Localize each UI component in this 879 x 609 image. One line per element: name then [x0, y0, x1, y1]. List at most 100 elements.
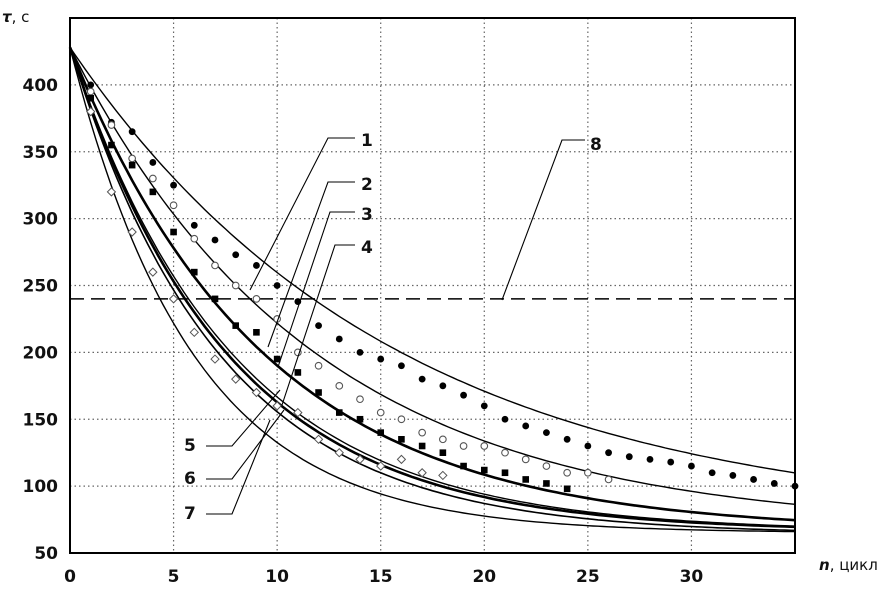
point-series-2: [190, 234, 199, 243]
point-series-6: [438, 470, 448, 481]
point-series-6: [231, 374, 241, 384]
curve-1: [69, 47, 796, 474]
point-series-2: [314, 361, 323, 370]
point-series-6: [127, 227, 137, 237]
point-series-1: [750, 476, 757, 483]
curve-label-5: 5: [184, 436, 196, 456]
point-series-1: [190, 221, 198, 229]
point-series-3: [398, 436, 405, 443]
curve-5: [68, 46, 796, 529]
point-series-3: [480, 466, 488, 474]
y-tick-label: 150: [23, 410, 59, 430]
point-series-1: [377, 355, 385, 363]
point-series-2: [397, 415, 406, 424]
y-tick-label: 200: [23, 343, 59, 363]
point-series-2: [542, 462, 551, 470]
point-series-3: [190, 268, 198, 276]
point-series-1: [253, 262, 260, 269]
point-series-6: [293, 407, 303, 418]
x-tick-label: 25: [576, 567, 600, 587]
point-series-3: [315, 389, 322, 396]
point-series-2: [211, 261, 219, 270]
plot-frame: [69, 17, 796, 554]
y-tick-label: 400: [23, 76, 59, 96]
point-series-1: [625, 453, 633, 461]
point-series-3: [377, 429, 385, 436]
point-series-3: [294, 369, 302, 376]
point-series-6: [272, 401, 282, 411]
point-series-2: [501, 448, 509, 457]
x-axis-label: n, цикл: [819, 556, 878, 574]
point-series-3: [439, 449, 447, 456]
point-series-2: [335, 381, 344, 390]
curve-2: [69, 47, 796, 505]
y-tick-label: 100: [23, 477, 59, 497]
curves: [68, 46, 796, 533]
point-series-3: [501, 469, 509, 477]
point-series-3: [563, 485, 571, 493]
curve-label-3: 3: [361, 205, 373, 225]
point-series-3: [460, 462, 467, 470]
point-series-2: [563, 468, 571, 477]
point-series-1: [480, 402, 488, 410]
point-series-1: [708, 469, 716, 477]
point-series-1: [439, 382, 447, 390]
point-series-3: [128, 161, 136, 169]
x-tick-label: 20: [472, 567, 496, 587]
point-series-2: [231, 281, 240, 290]
point-series-2: [439, 435, 447, 444]
point-series-3: [170, 228, 177, 236]
point-series-2: [356, 395, 364, 404]
point-series-6: [376, 461, 386, 471]
point-series-1: [605, 449, 612, 457]
y-tick-label: 350: [23, 143, 59, 163]
leader-line-8: [501, 139, 585, 301]
point-series-2: [169, 201, 178, 210]
point-series-1: [667, 458, 675, 466]
point-series-2: [149, 174, 157, 183]
point-series-1: [418, 375, 426, 383]
label-leaders: [206, 137, 585, 515]
point-series-2: [376, 408, 385, 417]
leader-line-6: [206, 409, 285, 480]
x-axis-symbol: n: [819, 556, 830, 574]
y-tick-label: 300: [23, 210, 59, 230]
point-series-1: [729, 472, 737, 479]
leader-line-7: [206, 419, 271, 515]
point-series-3: [232, 322, 240, 329]
point-series-1: [273, 282, 281, 289]
point-series-6: [251, 387, 262, 398]
point-series-1: [770, 480, 778, 487]
point-series-6: [210, 354, 220, 364]
point-series-3: [87, 94, 95, 102]
point-series-3: [149, 188, 157, 196]
point-series-1: [232, 251, 240, 259]
data-points: [86, 81, 799, 493]
point-series-1: [149, 159, 157, 166]
leader-line-4: [281, 244, 355, 406]
point-series-3: [522, 476, 530, 483]
point-series-6: [168, 294, 179, 304]
y-tick-label: 50: [34, 544, 58, 564]
point-series-2: [252, 295, 261, 303]
point-series-1: [356, 348, 364, 356]
leader-line-3: [277, 211, 355, 368]
point-series-1: [87, 81, 95, 89]
y-axis-label: τ, с: [2, 8, 29, 26]
point-series-1: [398, 362, 405, 370]
leader-line-2: [267, 181, 355, 348]
x-tick-label: 30: [680, 567, 704, 587]
curve-label-7: 7: [184, 504, 196, 524]
point-series-1: [584, 442, 592, 450]
point-series-2: [418, 428, 426, 437]
point-series-6: [106, 187, 117, 197]
point-series-1: [335, 335, 343, 343]
point-series-2: [604, 475, 613, 484]
point-series-3: [418, 442, 426, 450]
point-series-6: [148, 267, 158, 277]
point-series-3: [211, 295, 219, 303]
x-tick-label: 15: [369, 567, 393, 587]
y-axis-symbol: τ: [2, 8, 12, 26]
